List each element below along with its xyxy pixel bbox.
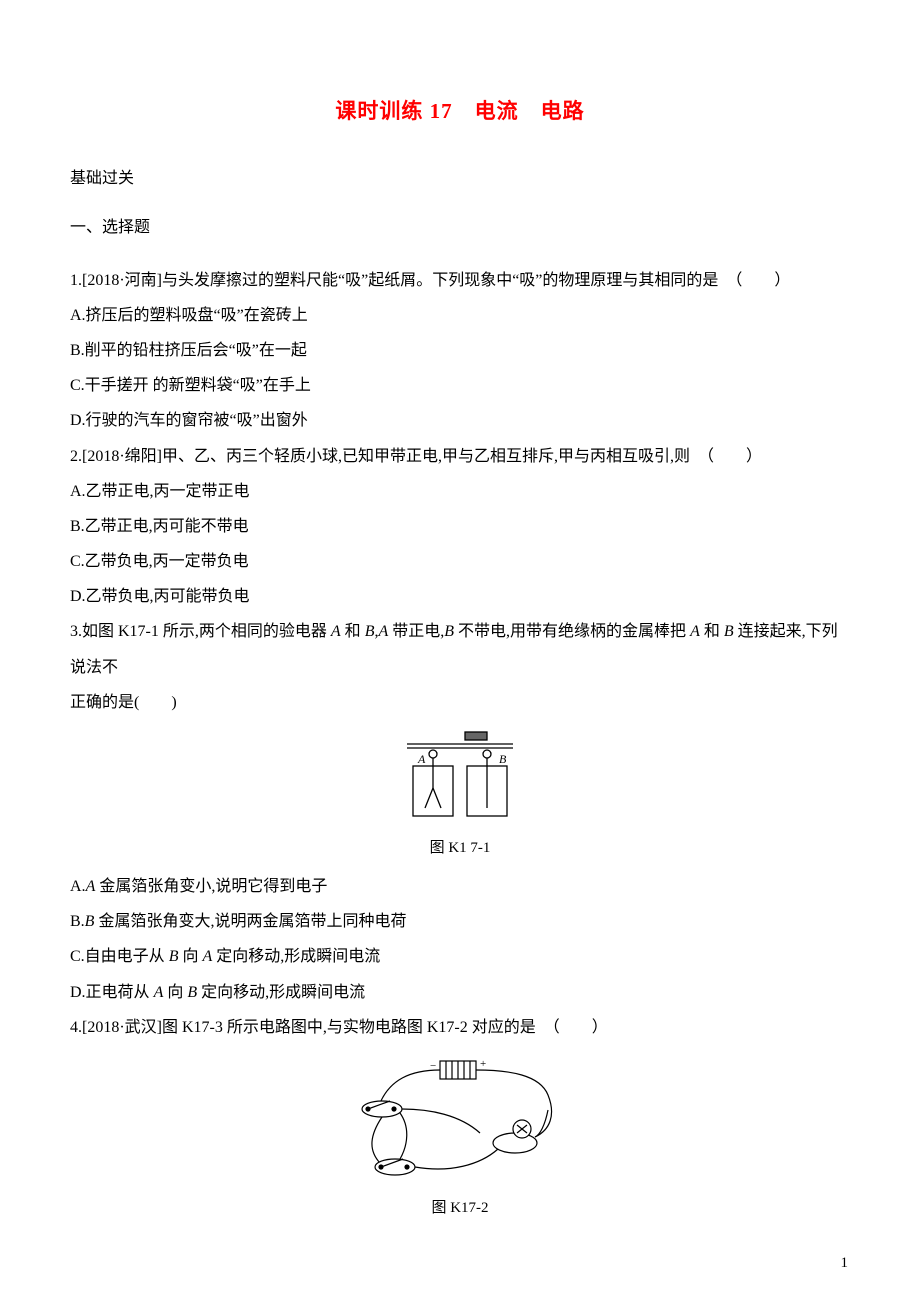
figure-k17-2-svg: − + — [350, 1055, 570, 1185]
q3-stem-line2: 正确的是( ) — [70, 685, 850, 720]
q2-opt-d: D.乙带负电,丙可能带负电 — [70, 579, 850, 614]
section-basic: 基础过关 — [70, 165, 850, 194]
question-4: 4.[2018·武汉]图 K17-3 所示电路图中,与实物电路图 K17-2 对… — [70, 1010, 850, 1045]
q3-B-1: B — [365, 623, 375, 640]
q1-opt-b: B.削平的铅柱挤压后会“吸”在一起 — [70, 333, 850, 368]
q3-stem-mid2: 带正电, — [388, 623, 444, 640]
q3-A-2: A — [378, 623, 388, 640]
q3-A-3: A — [690, 623, 700, 640]
q3-B-label: B — [85, 913, 95, 930]
q1-opt-d: D.行驶的汽车的窗帘被“吸”出窗外 — [70, 403, 850, 438]
q3-opt-d: D.正电荷从 A 向 B 定向移动,形成瞬间电流 — [70, 975, 850, 1010]
page-title: 课时训练 17 电流 电路 — [335, 99, 584, 123]
q3-D-mid: 向 — [163, 984, 187, 1001]
page-number: 1 — [841, 1255, 849, 1272]
q3-opt-a: A.A 金属箔张角变小,说明它得到电子 — [70, 869, 850, 904]
q3-D-post: 定向移动,形成瞬间电流 — [197, 984, 365, 1001]
question-1: 1.[2018·河南]与头发摩擦过的塑料尺能“吸”起纸屑。下列现象中“吸”的物理… — [70, 263, 850, 439]
page-title-row: 课时训练 17 电流 电路 — [70, 95, 850, 125]
q3-D-B: B — [187, 984, 197, 1001]
q3-D-A: A — [154, 984, 164, 1001]
section-one: 一、选择题 — [70, 214, 850, 243]
figure-k17-2-caption: 图 K17-2 — [70, 1196, 850, 1217]
q3-stem-line1: 3.如图 K17-1 所示,两个相同的验电器 A 和 B,A 带正电,B 不带电… — [70, 614, 850, 684]
q2-opt-a: A.乙带正电,丙一定带正电 — [70, 474, 850, 509]
figure-k17-1-svg: A B — [395, 730, 525, 825]
q3-B-pre: B. — [70, 913, 85, 930]
svg-text:+: + — [480, 1058, 486, 1070]
q3-B-2: B — [444, 623, 454, 640]
figure-k17-1-caption: 图 K1 7-1 — [70, 836, 850, 857]
q3-stem-mid1: 和 — [341, 623, 365, 640]
q3-stem-pre: 3.如图 K17-1 所示,两个相同的验电器 — [70, 623, 331, 640]
q2-opt-b: B.乙带正电,丙可能不带电 — [70, 509, 850, 544]
q3-opt-b: B.B 金属箔张角变大,说明两金属箔带上同种电荷 — [70, 904, 850, 939]
q3-C-pre: C.自由电子从 — [70, 948, 169, 965]
q3-D-pre: D.正电荷从 — [70, 984, 154, 1001]
figure-k17-1-wrap: A B — [70, 730, 850, 830]
q1-opt-c: C.干手搓开 的新塑料袋“吸”在手上 — [70, 368, 850, 403]
q2-opt-c: C.乙带负电,丙一定带负电 — [70, 544, 850, 579]
svg-text:A: A — [417, 752, 426, 766]
q1-stem: 1.[2018·河南]与头发摩擦过的塑料尺能“吸”起纸屑。下列现象中“吸”的物理… — [70, 263, 850, 298]
question-3: 3.如图 K17-1 所示,两个相同的验电器 A 和 B,A 带正电,B 不带电… — [70, 614, 850, 720]
q3-stem-mid3: 不带电,用带有绝缘柄的金属棒把 — [454, 623, 690, 640]
q3-B-3: B — [724, 623, 734, 640]
q3-C-post: 定向移动,形成瞬间电流 — [212, 948, 380, 965]
svg-text:B: B — [499, 752, 507, 766]
q3-stem-mid4: 和 — [700, 623, 724, 640]
q3-C-B: B — [169, 948, 179, 965]
question-2: 2.[2018·绵阳]甲、乙、丙三个轻质小球,已知甲带正电,甲与乙相互排斥,甲与… — [70, 439, 850, 615]
q4-stem: 4.[2018·武汉]图 K17-3 所示电路图中,与实物电路图 K17-2 对… — [70, 1010, 850, 1045]
q2-stem: 2.[2018·绵阳]甲、乙、丙三个轻质小球,已知甲带正电,甲与乙相互排斥,甲与… — [70, 439, 850, 474]
q3-A-post: 金属箔张角变小,说明它得到电子 — [95, 878, 327, 895]
q3-A-label: A — [86, 878, 96, 895]
figure-k17-2-wrap: − + — [70, 1055, 850, 1190]
q1-opt-a: A.挤压后的塑料吸盘“吸”在瓷砖上 — [70, 298, 850, 333]
q3-A-pre: A. — [70, 878, 86, 895]
q3-B-post: 金属箔张角变大,说明两金属箔带上同种电荷 — [94, 913, 406, 930]
q3-A-1: A — [331, 623, 341, 640]
q3-opt-c: C.自由电子从 B 向 A 定向移动,形成瞬间电流 — [70, 939, 850, 974]
q3-C-A: A — [202, 948, 212, 965]
q3-C-mid: 向 — [178, 948, 202, 965]
question-3-options: A.A 金属箔张角变小,说明它得到电子 B.B 金属箔张角变大,说明两金属箔带上… — [70, 869, 850, 1010]
